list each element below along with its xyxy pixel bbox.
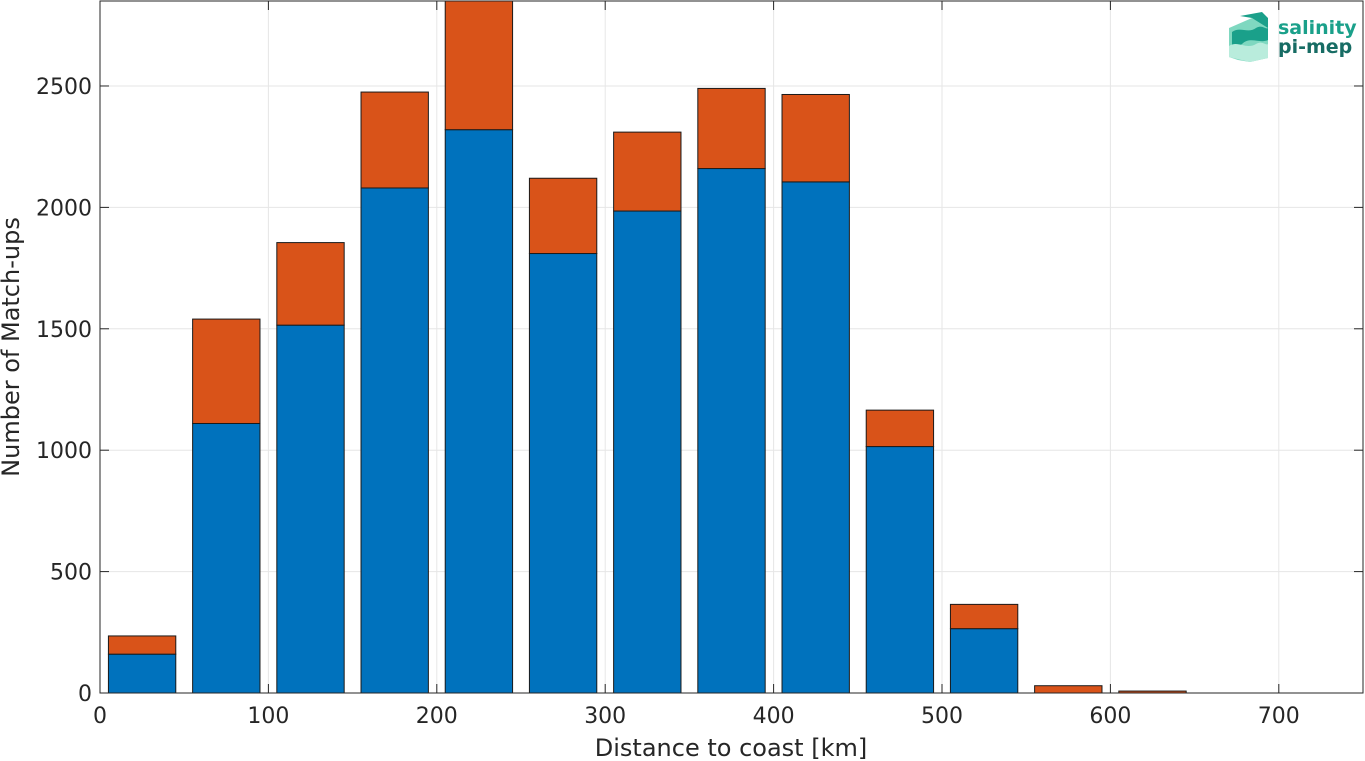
bar-segment-primary	[781, 181, 850, 694]
y-tick-label: 1000	[36, 439, 92, 464]
bar-segment-primary	[865, 446, 935, 694]
x-tick-label: 300	[584, 704, 626, 729]
logo-mark-icon	[1229, 12, 1268, 62]
bar-segment-primary	[192, 422, 261, 694]
plot-frame	[99, 0, 1364, 694]
x-tick-label: 600	[1089, 704, 1131, 729]
axis-ticks	[99, 1, 1363, 694]
bar-segment-primary	[360, 187, 429, 694]
salinity-pi-mep-logo: salinity pi-mep	[1229, 12, 1357, 62]
y-axis-label: Number of Match-ups	[0, 217, 25, 477]
bar-segment-secondary	[107, 635, 177, 655]
bar-segment-secondary	[1034, 685, 1103, 694]
y-tick-label: 2000	[36, 196, 92, 221]
bar-segment-secondary	[276, 242, 345, 326]
bar-segment-secondary	[865, 409, 935, 448]
bar-segment-primary	[528, 253, 598, 694]
x-tick-label: 200	[416, 704, 458, 729]
bar-segment-secondary	[192, 318, 261, 424]
x-tick-label: 400	[753, 704, 795, 729]
x-tick-label: 700	[1258, 704, 1300, 729]
bar-segment-secondary	[528, 177, 598, 255]
logo-line2: pi-mep	[1278, 36, 1352, 58]
bar-segment-secondary	[949, 603, 1019, 630]
bar-segment-primary	[276, 324, 345, 694]
x-tick-label: 100	[247, 704, 289, 729]
x-tick-label: 500	[921, 704, 963, 729]
x-axis-label: Distance to coast [km]	[595, 734, 867, 761]
bar-segment-secondary	[360, 91, 429, 189]
bar-segment-primary	[613, 210, 682, 694]
y-tick-label: 500	[50, 561, 92, 586]
bar-segment-secondary	[781, 93, 850, 183]
bar-segment-primary	[949, 628, 1019, 694]
y-tick-label: 0	[78, 682, 92, 707]
bar-segment-primary	[697, 168, 766, 694]
tick-labels: 0 100 200 300 400 500 600 700 0 500 1000 1500 2000 25…	[36, 75, 1300, 729]
bar-segment-secondary	[697, 87, 766, 170]
bar-segment-secondary	[444, 0, 514, 131]
bar-segment-secondary	[613, 131, 682, 212]
bar-series	[107, 0, 1187, 694]
y-tick-label: 2500	[36, 75, 92, 100]
x-tick-label: 0	[93, 704, 107, 729]
bar-segment-primary	[444, 129, 514, 694]
y-tick-label: 1500	[36, 318, 92, 343]
bar-segment-primary	[107, 653, 177, 694]
logo-line1: salinity	[1278, 17, 1357, 39]
